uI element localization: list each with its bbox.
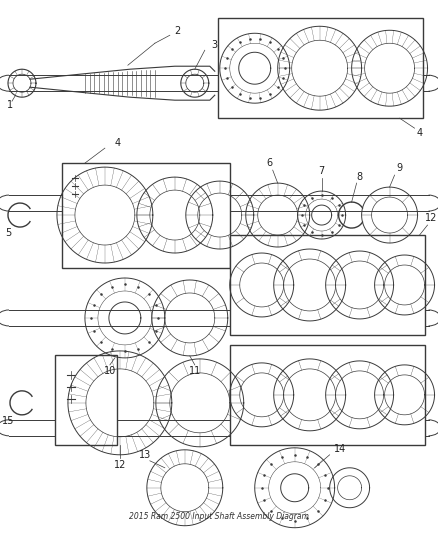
Text: 1: 1 <box>7 100 13 110</box>
Bar <box>230 235 424 335</box>
Bar <box>62 163 230 268</box>
Text: 4: 4 <box>115 138 121 148</box>
Text: 12: 12 <box>425 213 438 223</box>
Text: 4: 4 <box>417 128 423 138</box>
Text: 15: 15 <box>2 416 14 426</box>
Text: 14: 14 <box>333 444 346 454</box>
Text: 9: 9 <box>396 163 403 173</box>
Text: 8: 8 <box>357 172 363 182</box>
Text: 13: 13 <box>139 450 151 460</box>
Text: 2: 2 <box>175 26 181 36</box>
Polygon shape <box>9 420 428 436</box>
Bar <box>55 355 117 445</box>
Polygon shape <box>9 310 428 326</box>
Text: 6: 6 <box>267 158 273 168</box>
Polygon shape <box>9 75 428 91</box>
Text: 11: 11 <box>189 366 201 376</box>
Text: 12: 12 <box>114 460 126 470</box>
Polygon shape <box>9 195 428 211</box>
Bar <box>218 18 423 118</box>
Text: 7: 7 <box>318 166 325 176</box>
Bar <box>230 345 424 445</box>
Text: 2015 Ram 2500 Input Shaft Assembly Diagram: 2015 Ram 2500 Input Shaft Assembly Diagr… <box>129 512 309 521</box>
Text: 10: 10 <box>104 366 116 376</box>
Text: 5: 5 <box>5 228 11 238</box>
Text: 3: 3 <box>212 40 218 50</box>
